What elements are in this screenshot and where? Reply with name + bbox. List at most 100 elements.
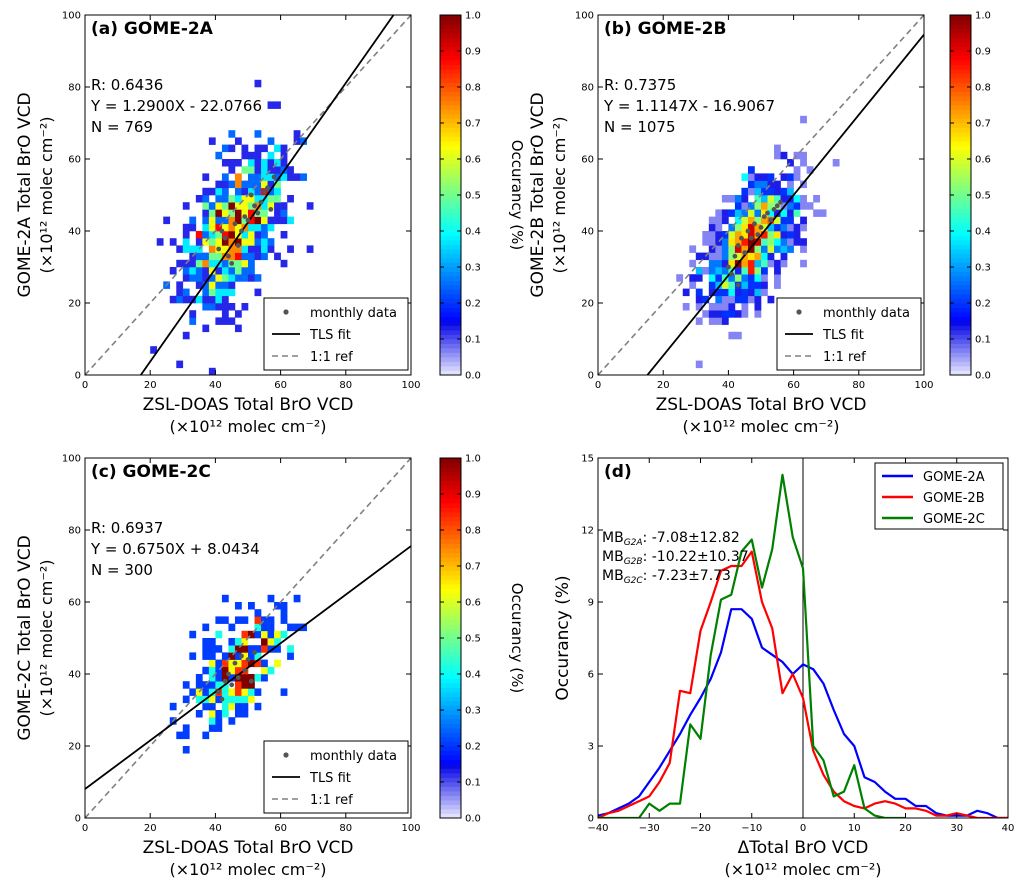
density-cell [208,367,216,375]
colorbar-step [440,123,461,128]
density-cell [280,173,288,181]
density-cell [728,310,736,318]
density-cell [741,281,749,289]
density-cell [754,281,762,289]
legend-marker-monthly [796,309,802,315]
density-cell [767,202,775,210]
density-cell [754,216,762,225]
density-cell [215,187,223,196]
density-cell [241,238,249,246]
colorbar-step [950,181,971,187]
density-cell [300,137,307,145]
colorbar-step [950,141,971,146]
monthly-data-point [216,689,222,695]
density-cell [734,238,742,246]
density-cell [780,245,788,253]
density-cell [721,288,729,297]
density-cell [774,245,781,253]
density-cell [189,274,197,282]
density-cell [169,295,177,304]
density-cell [267,616,275,624]
colorbar-step [440,665,461,670]
colorbar-step [950,15,971,20]
colorbar-step [440,647,461,652]
colorbar-step [950,370,971,376]
density-cell [741,259,749,268]
colorbar-step [440,530,461,535]
density-cell [754,223,762,232]
density-cell [248,630,255,639]
density-cell [195,295,203,304]
y-axis-label-line2: (×10¹² molec cm⁻²) [550,117,569,274]
panel-title: (a) GOME-2A [91,19,214,39]
density-cell [774,259,781,268]
density-cell [734,216,742,225]
colorbar-step [440,539,461,544]
colorbar-step [950,127,971,133]
density-cell [254,702,262,711]
colorbar-tick-label: 0.3 [465,263,481,274]
y-tick-label: 20 [581,299,594,310]
density-cell [695,360,703,369]
density-cell [208,267,216,275]
density-cell [280,602,288,610]
panel-1: 0 20 40 60 80 100 0 20 40 60 80 100 (b) GOME-2B R: 0.… [528,11,991,437]
density-cell [274,187,281,196]
density-cell [682,288,690,297]
density-cell [195,267,203,275]
density-heatmap [150,79,314,375]
density-cell [800,202,807,210]
colorbar-step [440,777,461,783]
monthly-data-point [235,675,241,680]
density-cell [832,159,840,167]
tls-fit-line [646,34,924,375]
monthly-data-point [748,235,754,241]
density-cell [215,717,223,725]
density-cell [150,346,158,354]
colorbar-step [440,719,461,724]
x-axis-label-line2: (×10¹² molec cm⁻²) [170,417,327,436]
density-cell [754,195,762,203]
density-cell [708,274,716,282]
colorbar-step [440,651,461,657]
density-cell [202,252,210,261]
density-cell [182,681,190,689]
colorbar-step [440,226,461,232]
density-cell [721,238,729,246]
density-cell [202,216,210,225]
density-cell [267,238,275,246]
density-cell [202,238,210,246]
y-tick-label: 15 [581,454,594,465]
colorbar-step [440,249,461,254]
density-cell [202,731,210,740]
stat-line: N = 300 [91,561,153,579]
colorbar-step [440,276,461,281]
density-cell [728,245,736,253]
colorbar-step [440,791,461,796]
colorbar-step [440,294,461,299]
colorbar-step [440,141,461,146]
density-cell [182,288,190,297]
density-cell [169,702,177,711]
monthly-data-point [271,174,277,180]
density-cell [228,195,236,203]
colorbar-step [440,687,461,693]
legend: GOME-2A GOME-2B GOME-2C [874,462,1004,530]
panel-0: 0 20 40 60 80 100 0 20 40 60 80 100 (a) GOME-2A R: 0.… [15,11,526,437]
colorbar-step [440,307,461,313]
density-cell [254,187,262,196]
colorbar-step [440,366,461,371]
density-cell [787,223,794,232]
density-cell [761,231,768,239]
density-cell [208,702,216,711]
density-cell [254,674,262,682]
colorbar-step [950,96,971,101]
density-cell [202,638,210,646]
colorbar-step [440,15,461,20]
density-cell [215,295,223,304]
density-cell [248,602,255,610]
colorbar-step [440,660,461,666]
density-cell [261,630,268,639]
colorbar-tick-label: 0.0 [465,814,481,825]
density-cell [156,238,164,246]
